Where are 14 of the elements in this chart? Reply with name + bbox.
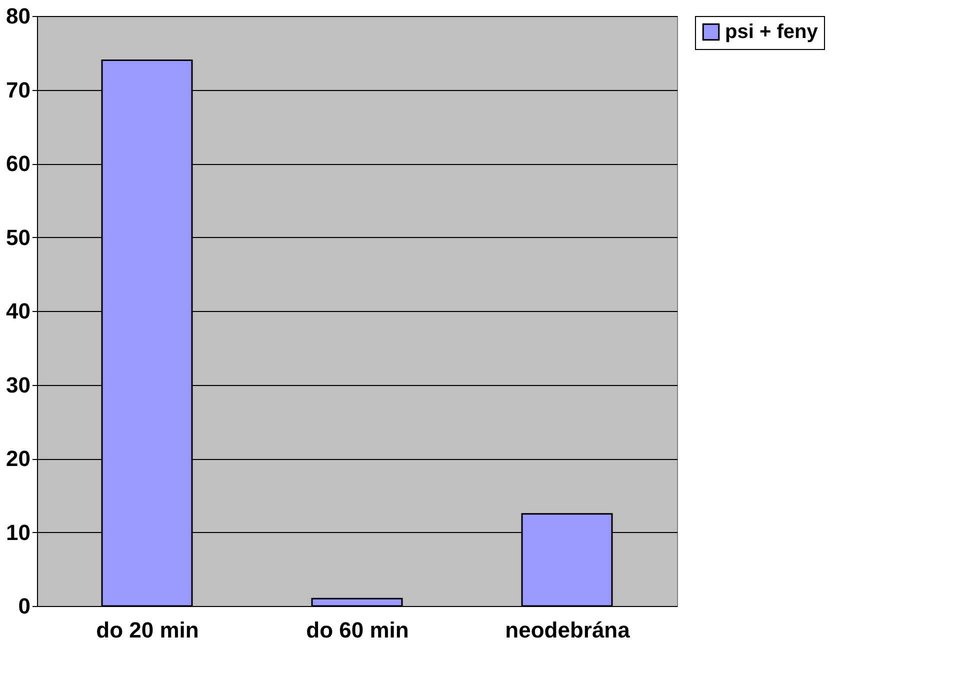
y-tick-label: 0 — [18, 594, 30, 618]
y-tick-label: 10 — [6, 520, 30, 545]
y-tick-label: 60 — [6, 151, 30, 176]
y-tick-label: 80 — [6, 4, 30, 28]
x-tick-label: do 20 min — [96, 618, 199, 642]
y-tick-label: 70 — [6, 77, 30, 102]
y-tick-label: 50 — [6, 224, 30, 250]
x-tick-label: do 60 min — [306, 618, 409, 642]
y-tick-label: 30 — [6, 372, 30, 398]
y-tick-label: 40 — [6, 298, 30, 324]
y-tick-label: 20 — [6, 446, 30, 471]
legend-label: psi + feny — [725, 21, 819, 43]
x-tick-label: neodebrána — [505, 618, 631, 642]
bar — [311, 598, 403, 607]
